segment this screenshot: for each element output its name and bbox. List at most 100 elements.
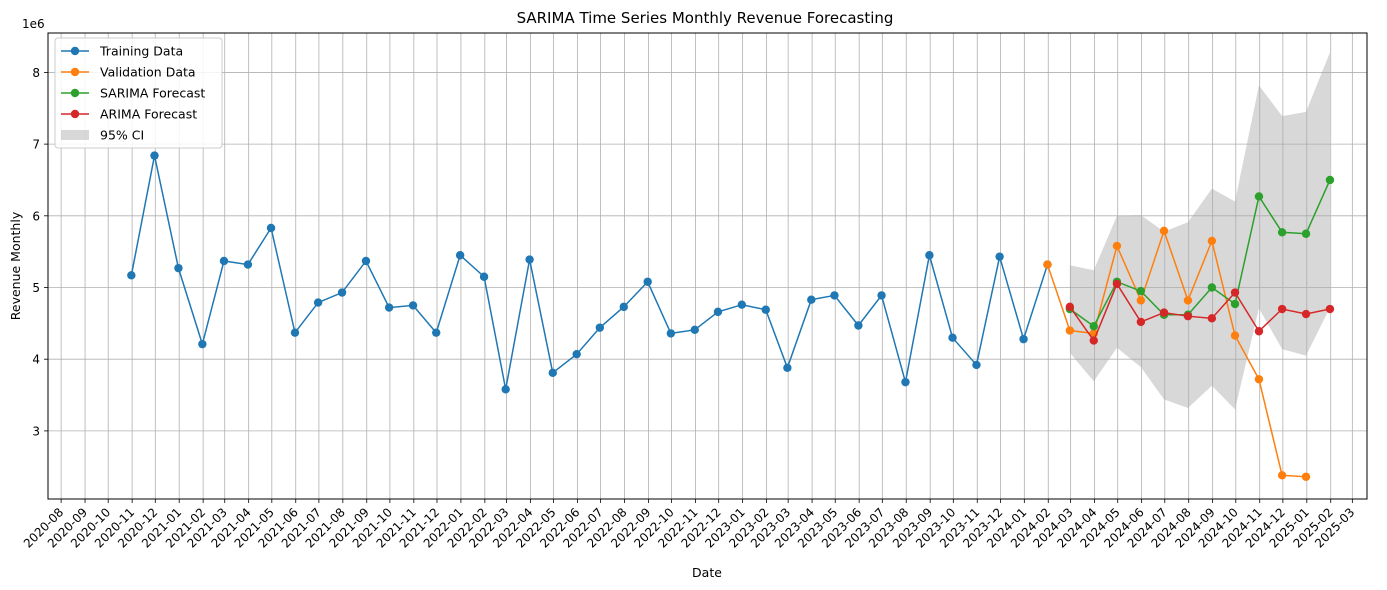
arima-forecast-point [1136, 317, 1146, 327]
validation-data-point [1254, 375, 1264, 384]
validation-data-point [1136, 296, 1146, 305]
training-data-point [595, 323, 605, 332]
legend: Training Data Validation Data SARIMA Forec… [54, 37, 223, 149]
confidence-band [1069, 52, 1330, 410]
training-data-point [877, 291, 886, 300]
y-tick-label: 4 [32, 353, 40, 367]
training-data-point [783, 363, 792, 373]
y-offset-label: 1e6 [22, 17, 45, 31]
arima-forecast-point [1065, 302, 1075, 312]
training-data-point [690, 325, 699, 335]
sarima-forecast-point [1277, 228, 1287, 237]
training-data-point [243, 260, 253, 269]
arima-forecast-point [1183, 311, 1193, 321]
legend-arima-forecast-marker [70, 109, 80, 119]
training-data-point [761, 305, 770, 314]
validation-data-point [1112, 241, 1122, 251]
training-data-point [854, 321, 863, 330]
arima-forecast-series [1065, 279, 1335, 345]
training-data-point [666, 329, 676, 338]
training-data-point [127, 271, 136, 280]
training-data-point [830, 291, 839, 300]
ci-band [1069, 52, 1330, 410]
legend-sarima-forecast-marker [70, 88, 80, 98]
validation-data-point [1043, 260, 1052, 269]
training-data-series [127, 151, 1052, 394]
training-data-point [455, 251, 465, 260]
arima-forecast-point [1277, 304, 1287, 314]
training-data-point [361, 256, 371, 266]
arima-forecast-point [1325, 304, 1335, 314]
validation-data-series [1043, 226, 1311, 481]
training-data-point [501, 385, 510, 394]
training-data-point [713, 307, 723, 317]
training-data-point [737, 300, 747, 309]
training-data-point [150, 151, 159, 160]
sarima-forecast-point [1325, 175, 1335, 185]
legend-box [54, 37, 223, 149]
training-data-line [130, 155, 1049, 390]
training-data-point [219, 256, 229, 266]
sarima-forecast-point [1136, 286, 1146, 296]
legend-validation-data-label: Validation Data [100, 65, 196, 80]
sarima-forecast-point [1254, 192, 1264, 201]
chart-title: SARIMA Time Series Monthly Revenue Forec… [517, 9, 894, 27]
training-data-point [572, 349, 581, 359]
y-tick-label: 8 [32, 66, 40, 80]
training-data-point [266, 223, 276, 233]
training-data-point [198, 339, 207, 349]
arima-forecast-point [1230, 288, 1240, 297]
legend-arima-forecast-label: ARIMA Forecast [100, 107, 197, 122]
legend-training-data-marker [70, 46, 80, 56]
sarima-forecast-point [1301, 229, 1311, 238]
validation-data-point [1277, 471, 1287, 480]
legend-sarima-forecast-label: SARIMA Forecast [100, 86, 205, 101]
training-data-point [479, 272, 489, 281]
training-data-point [337, 288, 347, 297]
training-data-point [995, 252, 1004, 261]
training-data-point [1019, 334, 1028, 344]
validation-data-point [1230, 331, 1240, 340]
axes: 2020-082020-092020-102020-112020-122021-… [21, 66, 1358, 551]
plot-frame [47, 32, 1368, 500]
training-data-point [313, 298, 323, 307]
arima-forecast-point [1301, 309, 1311, 319]
series-group [127, 151, 1335, 481]
training-data-point [972, 360, 981, 370]
sarima-forecast-point [1089, 322, 1098, 331]
training-data-point [290, 328, 300, 337]
arima-forecast-point [1112, 279, 1122, 289]
training-data-point [643, 277, 652, 286]
legend-validation-data-marker [70, 67, 80, 77]
legend-training-data-label: Training Data [99, 44, 183, 59]
training-data-point [384, 303, 394, 312]
y-tick-label: 7 [32, 138, 40, 152]
training-data-point [619, 302, 628, 312]
training-data-point [807, 295, 816, 304]
legend-ci-label: 95% CI [100, 128, 144, 143]
legend-ci-swatch [61, 130, 89, 140]
validation-data-point [1183, 296, 1193, 305]
training-data-point [901, 377, 910, 387]
y-tick-label: 3 [32, 424, 40, 438]
training-data-point [408, 301, 418, 310]
training-data-point [948, 333, 957, 342]
validation-data-point [1065, 326, 1075, 335]
y-tick-label: 5 [32, 281, 40, 295]
sarima-forecast-point [1207, 283, 1217, 292]
training-data-point [525, 255, 534, 264]
arima-forecast-point [1207, 314, 1217, 323]
training-data-point [925, 251, 934, 260]
validation-data-point [1159, 226, 1169, 236]
arima-forecast-point [1159, 308, 1169, 317]
sarima-forecast-point [1230, 299, 1240, 309]
y-tick-label: 6 [32, 209, 40, 223]
training-data-point [432, 328, 441, 337]
y-axis-label: Revenue Monthly [8, 211, 23, 320]
x-axis-label: Date [692, 565, 722, 580]
arima-forecast-point [1254, 327, 1264, 336]
validation-data-point [1301, 472, 1311, 481]
training-data-point [548, 368, 557, 378]
